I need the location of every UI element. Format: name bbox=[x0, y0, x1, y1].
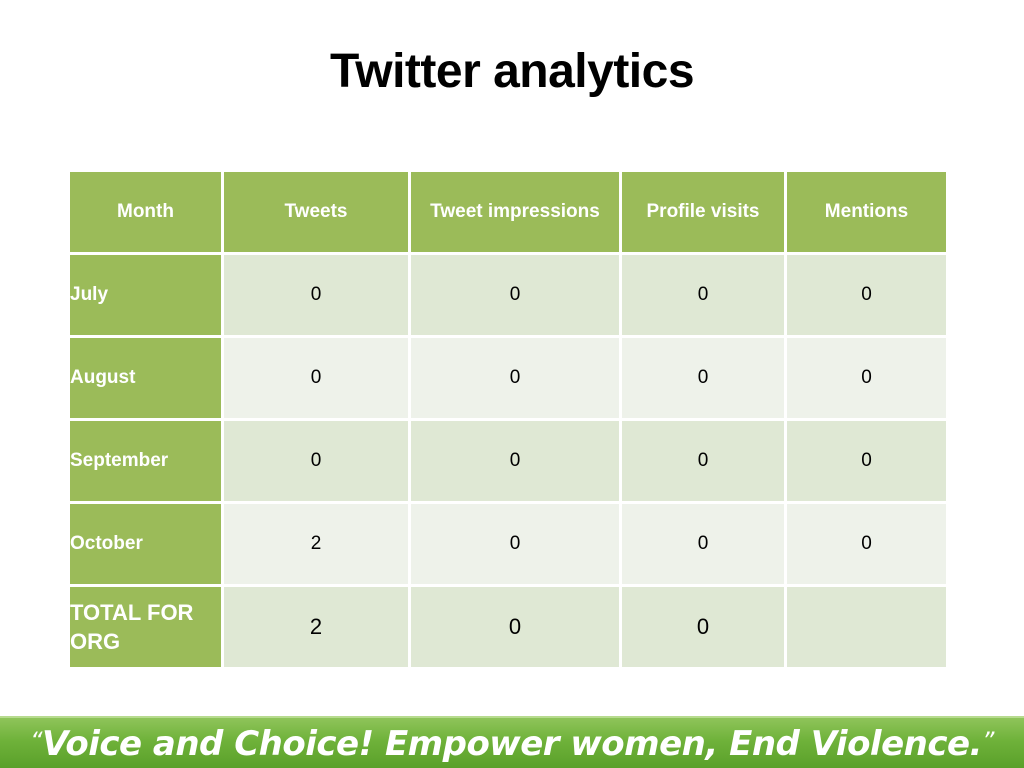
cell-tweets: 2 bbox=[221, 584, 411, 670]
cell-tweet-impressions: 0 bbox=[408, 418, 622, 504]
column-header-tweet-impressions: Tweet impressions bbox=[408, 169, 622, 255]
table-row-total: TOTAL FOR ORG 2 0 0 bbox=[67, 584, 949, 670]
cell-profile-visits: 0 bbox=[619, 501, 787, 587]
row-label-month: October bbox=[67, 501, 224, 587]
cell-tweets: 0 bbox=[221, 252, 411, 338]
table-row: July 0 0 0 0 bbox=[67, 252, 949, 338]
column-header-tweets: Tweets bbox=[221, 169, 411, 255]
cell-mentions: 0 bbox=[784, 418, 949, 504]
footer-slogan: “Voice and Choice! Empower women, End Vi… bbox=[0, 724, 1024, 764]
twitter-analytics-table: Month Tweets Tweet impressions Profile v… bbox=[67, 169, 949, 670]
cell-tweet-impressions: 0 bbox=[408, 252, 622, 338]
cell-profile-visits: 0 bbox=[619, 252, 787, 338]
open-quote: “ bbox=[30, 727, 42, 755]
cell-tweet-impressions: 0 bbox=[408, 335, 622, 421]
cell-tweet-impressions: 0 bbox=[408, 584, 622, 670]
row-label-month: August bbox=[67, 335, 224, 421]
cell-mentions: 0 bbox=[784, 335, 949, 421]
row-label-total: TOTAL FOR ORG bbox=[67, 584, 224, 670]
table-row: September 0 0 0 0 bbox=[67, 418, 949, 504]
table-header-row: Month Tweets Tweet impressions Profile v… bbox=[67, 169, 949, 255]
footer-banner: “Voice and Choice! Empower women, End Vi… bbox=[0, 716, 1024, 768]
cell-mentions: 0 bbox=[784, 252, 949, 338]
cell-tweets: 2 bbox=[221, 501, 411, 587]
row-label-month: July bbox=[67, 252, 224, 338]
column-header-month: Month bbox=[67, 169, 224, 255]
cell-tweets: 0 bbox=[221, 418, 411, 504]
table-row: August 0 0 0 0 bbox=[67, 335, 949, 421]
column-header-profile-visits: Profile visits bbox=[619, 169, 787, 255]
cell-profile-visits: 0 bbox=[619, 418, 787, 504]
cell-mentions: 0 bbox=[784, 501, 949, 587]
row-label-month: September bbox=[67, 418, 224, 504]
column-header-mentions: Mentions bbox=[784, 169, 949, 255]
table-row: October 2 0 0 0 bbox=[67, 501, 949, 587]
cell-tweets: 0 bbox=[221, 335, 411, 421]
close-quote: ” bbox=[981, 727, 994, 755]
cell-mentions bbox=[784, 584, 949, 670]
cell-profile-visits: 0 bbox=[619, 584, 787, 670]
cell-tweet-impressions: 0 bbox=[408, 501, 622, 587]
cell-profile-visits: 0 bbox=[619, 335, 787, 421]
slogan-text: Voice and Choice! Empower women, End Vio… bbox=[42, 724, 982, 764]
slide-title: Twitter analytics bbox=[329, 45, 695, 98]
